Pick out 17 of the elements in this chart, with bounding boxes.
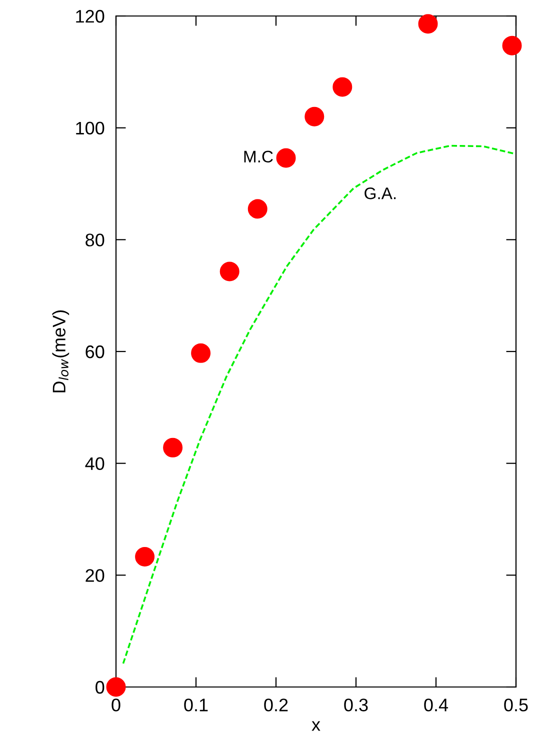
x-tick-label: 0.1: [184, 698, 208, 712]
x-tick-label: 0: [112, 698, 120, 712]
x-axis-title: x: [312, 721, 320, 731]
x-tick-label: 0.3: [344, 698, 368, 712]
x-tick-label: 0.4: [424, 698, 448, 712]
y-tick-label: 40: [85, 457, 104, 470]
y-tick-label: 60: [86, 345, 104, 358]
x-tick-label: 0.2: [264, 698, 288, 712]
y-tick-label: 80: [86, 234, 104, 246]
y-tick-label: 20: [86, 569, 104, 582]
y-tick-label: 0: [96, 680, 104, 694]
x-tick-label: 0.5: [504, 698, 528, 712]
series-label: M.C: [244, 150, 273, 162]
y-tick-label: 120: [76, 10, 104, 23]
y-axis-title: D$_{low}$(meV): [52, 310, 70, 392]
series-label: G.A.: [364, 187, 396, 200]
y-tick-label: 100: [76, 122, 104, 135]
